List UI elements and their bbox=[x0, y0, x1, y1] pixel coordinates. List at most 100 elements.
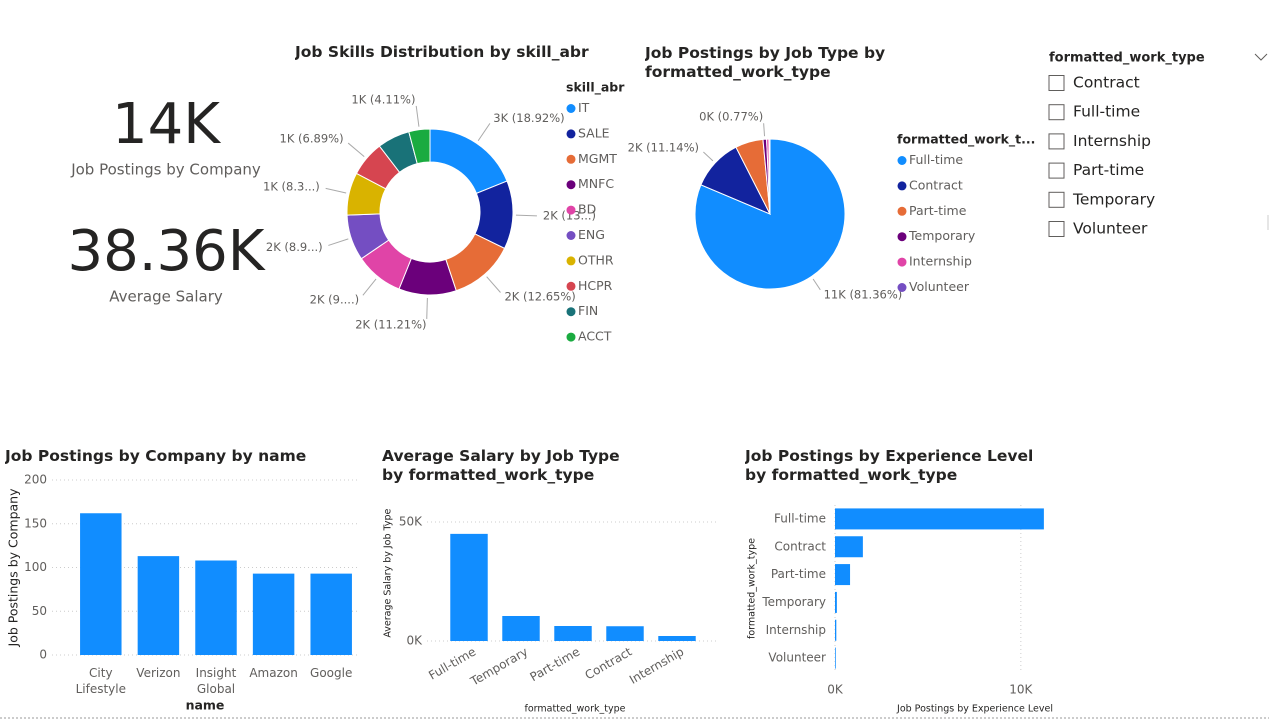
checkbox[interactable] bbox=[1048, 133, 1065, 150]
x-tick-label-box: Verizon bbox=[136, 666, 181, 680]
x-tick-label: Temporary bbox=[467, 645, 530, 689]
data-label: 3K (18.92%) bbox=[493, 111, 564, 125]
chart-title: Job Postings by Experience Level by form… bbox=[745, 447, 1034, 484]
card-value: 14K bbox=[112, 92, 221, 157]
legend-swatch bbox=[566, 104, 576, 113]
legend-label: MGMT bbox=[578, 151, 617, 166]
legend-label: SALE bbox=[578, 125, 610, 140]
y-tick-label: Full-time bbox=[774, 511, 826, 525]
legend-swatch bbox=[897, 283, 907, 292]
bar bbox=[554, 626, 592, 641]
x-tick-label: Verizon bbox=[136, 666, 181, 680]
legend-label: HCPR bbox=[578, 278, 613, 293]
y-tick-label: Volunteer bbox=[768, 651, 826, 665]
chart-title-box: Job Postings by Job Type by formatted_wo… bbox=[645, 44, 886, 81]
legend-label: Part-time bbox=[909, 203, 967, 218]
slicer-item: Contract bbox=[1073, 74, 1140, 92]
y-tick-label: 50 bbox=[32, 604, 47, 618]
legend-label: Full-time bbox=[909, 152, 963, 167]
bar bbox=[252, 573, 295, 655]
data-label: 2K (12.65%) bbox=[504, 290, 575, 304]
checkbox[interactable] bbox=[1048, 221, 1065, 237]
chart-title: Job Postings by Company by name bbox=[5, 447, 307, 465]
bar bbox=[195, 560, 237, 655]
legend-label: Contract bbox=[909, 177, 963, 192]
checkbox[interactable] bbox=[1048, 104, 1065, 121]
x-axis-title: Job Postings by Experience Level bbox=[896, 704, 1053, 715]
slicer-item: Temporary bbox=[1072, 190, 1155, 208]
data-label: 2K (11.21%) bbox=[355, 317, 426, 331]
checkbox[interactable] bbox=[1048, 162, 1065, 179]
bar bbox=[80, 513, 122, 655]
x-tick-label: Amazon bbox=[249, 666, 298, 680]
bar bbox=[450, 533, 488, 641]
leader-line bbox=[362, 278, 377, 296]
data-label: 0K (0.77%) bbox=[699, 110, 763, 124]
chart-title: Job Skills Distribution by skill_abr bbox=[295, 43, 589, 61]
leader-line bbox=[328, 238, 349, 246]
slicer-item: Full-time bbox=[1073, 103, 1140, 121]
leader-line bbox=[325, 187, 347, 194]
slicer-chevron[interactable] bbox=[1254, 53, 1268, 61]
slice bbox=[408, 128, 431, 165]
bar bbox=[310, 573, 352, 655]
x-tick-label: 10K bbox=[1009, 683, 1033, 697]
legend-label: Internship bbox=[909, 254, 972, 269]
data-label: 1K (4.11%) bbox=[351, 92, 415, 106]
x-tick-label-box: Amazon bbox=[249, 666, 298, 680]
x-tick-label: Insight Global bbox=[195, 666, 237, 696]
legend-swatch bbox=[897, 257, 907, 267]
chart-title: Job Postings by Job Type by formatted_wo… bbox=[645, 44, 886, 81]
x-tick-label-box: Google bbox=[310, 666, 353, 680]
bar bbox=[658, 636, 696, 641]
y-tick-label: 100 bbox=[24, 560, 47, 574]
leader-line bbox=[347, 142, 365, 157]
leader-line bbox=[515, 214, 537, 217]
leader-line bbox=[486, 276, 501, 293]
y-tick-label: 150 bbox=[24, 516, 47, 530]
legend-swatch bbox=[897, 156, 907, 165]
bar bbox=[835, 508, 1044, 530]
slice bbox=[768, 138, 771, 215]
bar bbox=[835, 591, 837, 613]
y-tick-label: Internship bbox=[766, 623, 826, 637]
x-tick-label-box: City Lifestyle bbox=[76, 666, 126, 696]
legend-label: ACCT bbox=[578, 329, 612, 344]
card-value: 38.36K bbox=[67, 219, 265, 284]
chart-title-box: Average Salary by Job Type by formatted_… bbox=[382, 447, 620, 484]
y-tick-label: Part-time bbox=[771, 567, 826, 581]
leader-line bbox=[426, 297, 428, 319]
slicer-item: Internship bbox=[1073, 132, 1151, 150]
data-label: 1K (6.89%) bbox=[280, 132, 344, 146]
slicer-item: Volunteer bbox=[1073, 220, 1148, 238]
x-tick-label-box: Insight Global bbox=[195, 666, 237, 696]
checkbox[interactable] bbox=[1048, 75, 1065, 91]
legend-swatch bbox=[897, 206, 907, 216]
chart-title-box: Job Postings by Company by name bbox=[5, 447, 307, 465]
checkbox[interactable] bbox=[1048, 191, 1065, 208]
y-axis-title: formatted_work_type bbox=[747, 538, 758, 639]
data-label: 2K (8.9...) bbox=[266, 240, 323, 254]
y-axis-title: Average Salary by Job Type bbox=[383, 508, 394, 637]
bar bbox=[137, 556, 180, 655]
legend-swatch bbox=[897, 232, 907, 242]
legend-swatch bbox=[566, 281, 576, 291]
bar bbox=[835, 564, 851, 586]
legend-label: FIN bbox=[578, 303, 598, 318]
data-label: 1K (8.3...) bbox=[263, 180, 320, 194]
data-label: 2K (11.14%) bbox=[628, 140, 699, 154]
x-tick-label: Google bbox=[310, 666, 353, 680]
y-axis-title: Job Postings by Company bbox=[6, 488, 21, 648]
leader-line bbox=[415, 105, 420, 127]
legend-swatch bbox=[566, 180, 576, 190]
bar bbox=[835, 647, 836, 669]
y-tick-label: 0 bbox=[39, 648, 47, 662]
legend-swatch bbox=[566, 129, 576, 139]
data-label: 11K (81.36%) bbox=[824, 287, 903, 301]
legend-label: BD bbox=[578, 202, 596, 217]
x-tick-label: Contract bbox=[583, 644, 635, 682]
bar bbox=[835, 619, 837, 641]
leader-line bbox=[812, 278, 821, 291]
legend-label: OTHR bbox=[578, 252, 614, 267]
